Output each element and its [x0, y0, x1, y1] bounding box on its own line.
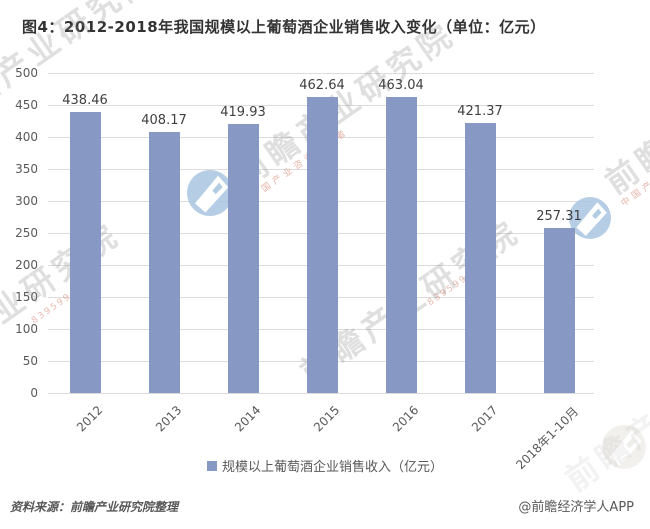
- bar-value-label: 257.31: [536, 209, 582, 225]
- bar-value-label: 408.17: [141, 112, 187, 128]
- bar-value-label: 438.46: [62, 93, 108, 109]
- footer: 资料来源：前瞻产业研究院整理 @前瞻经济学人APP: [10, 496, 634, 515]
- watermark-tagline: 中国产业咨询领导者: [619, 133, 650, 210]
- y-tick-label: 350: [15, 162, 38, 176]
- watermark-text: 前瞻产业研究院 中国产业咨询领导者: [598, 22, 650, 210]
- bar: [464, 123, 496, 393]
- gridline: [48, 393, 594, 394]
- bar: [385, 96, 417, 393]
- bar-value-label: 463.04: [378, 77, 424, 93]
- y-tick-label: 150: [15, 290, 38, 304]
- y-tick-label: 400: [15, 130, 38, 144]
- bar: [69, 112, 101, 393]
- x-tick-label: 2012: [74, 403, 106, 435]
- y-tick-label: 50: [22, 354, 38, 368]
- x-tick-label: 2014: [232, 403, 264, 435]
- bar: [148, 131, 180, 393]
- bar: [306, 96, 338, 393]
- y-tick-label: 0: [30, 386, 38, 400]
- watermark-logo-icon: [569, 197, 611, 243]
- y-tick-label: 450: [15, 98, 38, 112]
- watermark-logo-icon: [602, 425, 646, 473]
- watermark-logo-icon: [187, 170, 233, 220]
- source-note: 资料来源：前瞻产业研究院整理: [10, 500, 179, 514]
- bar: [227, 124, 259, 393]
- legend-label: 规模以上葡萄酒企业销售收入（亿元）: [221, 460, 443, 475]
- bar-value-label: 462.64: [299, 77, 345, 93]
- bar-value-label: 421.37: [457, 104, 503, 120]
- y-tick-label: 100: [15, 322, 38, 336]
- chart-title: 图4：2012-2018年我国规模以上葡萄酒企业销售收入变化（单位：亿元）: [22, 18, 546, 36]
- y-tick-label: 300: [15, 194, 38, 208]
- bar: [543, 228, 575, 393]
- x-tick-label: 2013: [153, 403, 185, 435]
- bar-value-label: 419.93: [220, 105, 266, 121]
- app-credit: @前瞻经济学人APP: [518, 500, 634, 515]
- legend-swatch: [206, 460, 217, 471]
- x-tick-label: 2017: [469, 403, 501, 435]
- watermark-tagline: 中国产业咨询领导者: [249, 126, 352, 203]
- y-tick-label: 500: [15, 66, 38, 80]
- y-tick-label: 200: [15, 258, 38, 272]
- y-tick-label: 250: [15, 226, 38, 240]
- x-tick-label: 2016: [390, 403, 422, 435]
- legend: 规模以上葡萄酒企业销售收入（亿元）: [0, 456, 650, 475]
- x-tick-label: 2015: [311, 403, 343, 435]
- gridline: [48, 73, 594, 74]
